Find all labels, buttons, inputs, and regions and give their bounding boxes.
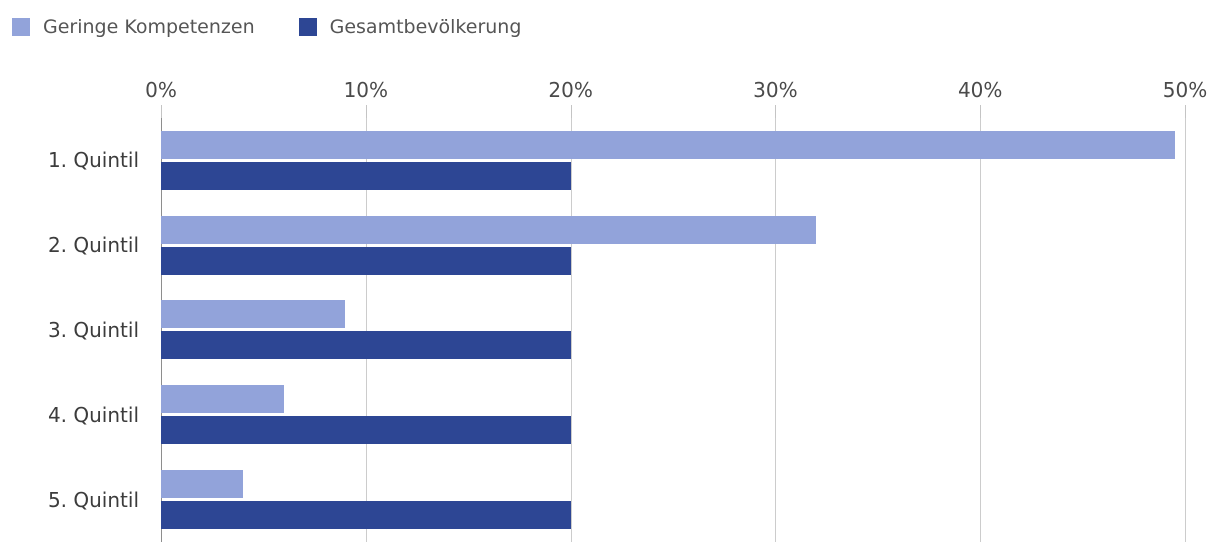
bar-gesamtbevoelkerung: [161, 246, 571, 275]
legend-item-geringe-kompetenzen: Geringe Kompetenzen: [12, 16, 255, 38]
x-axis-tick-label: 50%: [1162, 78, 1208, 102]
x-axis-tick-label: 0%: [145, 78, 177, 102]
bar-group: 1. Quintil: [48, 130, 1185, 190]
bar-geringe-kompetenzen: [161, 470, 243, 499]
gridline: [1185, 118, 1186, 542]
bar-gesamtbevoelkerung: [161, 501, 571, 530]
bar-gesamtbevoelkerung: [161, 416, 571, 445]
bar-geringe-kompetenzen: [161, 300, 346, 329]
gridline: [570, 118, 572, 542]
bar-gesamtbevoelkerung: [161, 331, 571, 360]
bar-group: 5. Quintil: [48, 470, 1185, 530]
category-label: 5. Quintil: [47, 487, 139, 512]
bar-geringe-kompetenzen: [161, 130, 1175, 159]
legend-label-geringe-kompetenzen: Geringe Kompetenzen: [43, 16, 255, 38]
bar-geringe-kompetenzen: [161, 215, 817, 244]
x-axis-tick-label: 10%: [343, 78, 389, 102]
legend-swatch-geringe-kompetenzen-icon: [12, 18, 30, 36]
legend-label-gesamtbevoelkerung: Gesamtbevölkerung: [329, 16, 522, 38]
axis-tick: [365, 105, 367, 118]
legend-item-gesamtbevoelkerung: Gesamtbevölkerung: [298, 16, 522, 38]
legend-swatch-gesamtbevoelkerung-icon: [298, 18, 317, 36]
gridline: [775, 118, 777, 542]
x-axis-tick-label: 40%: [957, 78, 1003, 102]
bar-groups: 1. Quintil 2. Quintil 3. Quintil 4. Quintil…: [48, 118, 1185, 542]
bar-group: 4. Quintil: [48, 385, 1185, 445]
bar-group: 3. Quintil: [48, 300, 1185, 360]
axis-tick: [161, 105, 162, 118]
axis-tick: [1185, 105, 1186, 118]
plot-area: 1. Quintil 2. Quintil 3. Quintil 4. Quintil…: [48, 78, 1207, 542]
category-label: 3. Quintil: [47, 317, 139, 342]
gridline: [365, 118, 367, 542]
x-axis-tick-label: 30%: [753, 78, 798, 102]
axis-tick: [980, 105, 982, 118]
category-label: 4. Quintil: [47, 402, 139, 427]
axis-tick: [570, 105, 572, 118]
legend: Geringe Kompetenzen Gesamtbevölkerung: [12, 16, 521, 38]
bar-geringe-kompetenzen: [161, 385, 284, 414]
axis-baseline: [161, 118, 162, 542]
bar-gesamtbevoelkerung: [161, 161, 571, 190]
x-axis-tick-label: 20%: [548, 78, 593, 102]
gridline: [980, 118, 982, 542]
axis-tick: [775, 105, 777, 118]
category-label: 2. Quintil: [47, 233, 139, 258]
category-label: 1. Quintil: [47, 148, 139, 173]
bar-group: 2. Quintil: [48, 215, 1185, 275]
